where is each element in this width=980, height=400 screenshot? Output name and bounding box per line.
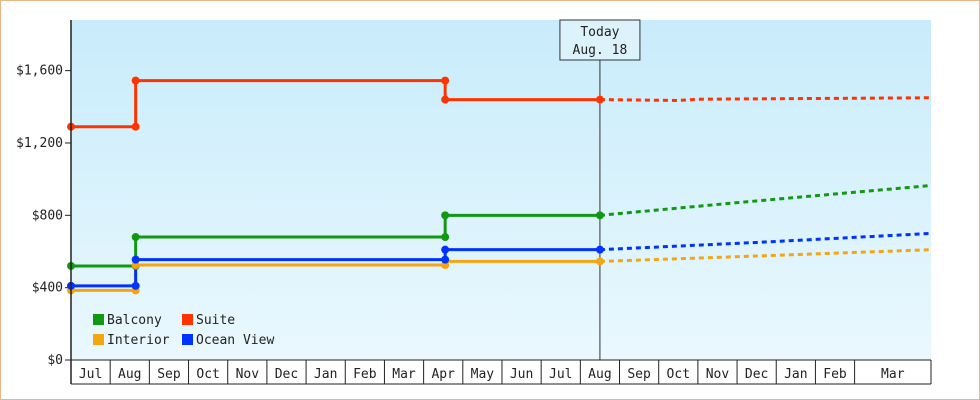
x-tick-label: Dec — [275, 367, 298, 382]
series-balcony-forecast — [599, 183, 932, 217]
x-tick-label: Feb — [353, 367, 377, 382]
legend: Balcony Suite Interior Ocean View — [93, 313, 274, 348]
y-ticks: $0 $400 $800 $1,200 $1,600 — [16, 64, 71, 368]
x-tick-label: Jan — [314, 367, 337, 382]
point-suite — [131, 76, 140, 85]
series-markers — [67, 76, 604, 295]
point-balcony — [441, 233, 450, 242]
point-suite — [131, 122, 140, 131]
point-ocean-view — [595, 245, 604, 254]
x-tick-label: May — [471, 367, 495, 382]
x-tick-label: Jul — [79, 367, 102, 382]
x-tick-label: Jul — [549, 367, 572, 382]
y-tick-label: $800 — [32, 208, 63, 223]
point-ocean-view — [131, 255, 140, 264]
series-interior-forecast — [599, 248, 932, 263]
today-date: Aug. 18 — [573, 43, 628, 58]
x-tick-label: Apr — [431, 367, 455, 382]
y-tick-label: $1,200 — [16, 136, 63, 151]
legend-label-interior: Interior — [107, 333, 170, 348]
x-tick-label: Feb — [823, 367, 847, 382]
point-balcony — [131, 233, 140, 242]
legend-label-ocean-view: Ocean View — [196, 333, 274, 348]
legend-swatch-interior — [93, 334, 104, 345]
today-label-box — [559, 19, 641, 61]
today-marker: Today Aug. 18 — [559, 19, 641, 360]
legend-swatch-balcony — [93, 314, 104, 325]
plot-background — [71, 20, 931, 360]
x-tick-label: Dec — [745, 367, 768, 382]
point-suite — [595, 95, 604, 104]
series-suite-history — [71, 79, 600, 129]
series-ocean-view-history — [71, 248, 600, 288]
series-balcony-history — [71, 213, 600, 268]
legend-swatch-ocean-view — [182, 334, 193, 345]
point-interior — [595, 257, 604, 266]
x-tick-label: Jan — [784, 367, 807, 382]
x-tick-label: Oct — [196, 367, 219, 382]
series-suite-forecast — [599, 96, 932, 102]
series-interior-history — [71, 259, 600, 292]
legend-label-suite: Suite — [196, 313, 235, 328]
x-tick-label: Oct — [667, 367, 690, 382]
legend-swatch-suite — [182, 314, 193, 325]
x-tick-label: Sep — [157, 367, 181, 382]
x-tick-label: Jun — [510, 367, 533, 382]
y-tick-label: $0 — [47, 353, 63, 368]
x-axis-months: Jul Aug Sep Oct Nov Dec Jan Feb Mar Apr May Jun Jul A… — [70, 360, 932, 385]
x-tick-label: Mar — [881, 367, 905, 382]
y-tick-label: $1,600 — [16, 64, 63, 79]
x-tick-label: Mar — [392, 367, 416, 382]
series-lines — [71, 79, 932, 292]
x-tick-label: Nov — [236, 367, 260, 382]
point-suite — [441, 95, 450, 104]
y-tick-label: $400 — [32, 281, 63, 296]
point-ocean-view — [441, 255, 450, 264]
x-tick-label: Aug — [588, 367, 611, 382]
today-label: Today — [580, 25, 619, 40]
point-suite — [441, 76, 450, 85]
series-ocean-view-forecast — [599, 231, 932, 252]
legend-label-balcony: Balcony — [107, 313, 162, 328]
axes — [70, 20, 931, 384]
x-tick-label: Aug — [118, 367, 141, 382]
point-balcony — [595, 211, 604, 220]
point-ocean-view — [441, 245, 450, 254]
point-ocean-view — [131, 281, 140, 290]
x-tick-label: Nov — [706, 367, 730, 382]
x-tick-label: Sep — [627, 367, 651, 382]
point-balcony — [441, 211, 450, 220]
